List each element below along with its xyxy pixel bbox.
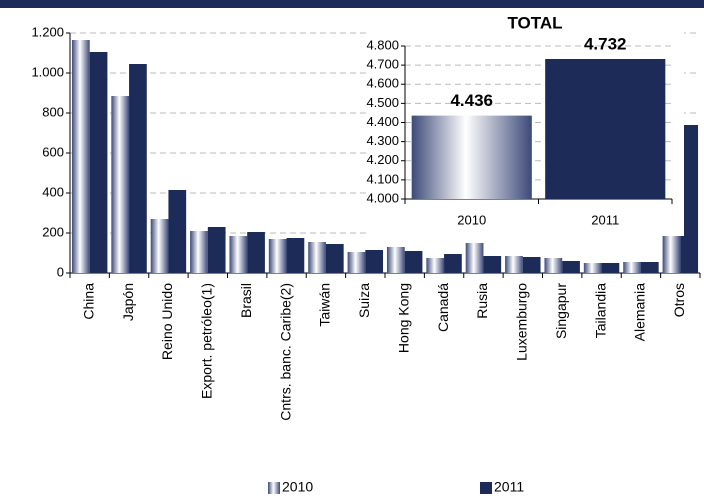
- y-tick-label: 4.600: [366, 76, 399, 91]
- bar: [483, 256, 502, 273]
- bar: [386, 247, 405, 273]
- bar: [623, 262, 641, 273]
- x-tick-label: Japón: [120, 283, 136, 321]
- bar: [426, 258, 445, 273]
- bar: [411, 115, 532, 199]
- bar: [545, 59, 666, 199]
- inset-title: TOTAL: [507, 13, 562, 32]
- bar: [347, 252, 366, 273]
- x-tick-label: Suiza: [356, 283, 372, 318]
- y-tick-label: 4.000: [366, 190, 399, 205]
- bar: [640, 262, 659, 273]
- x-tick-label: 2011: [591, 212, 619, 227]
- y-tick-label: 4.200: [366, 152, 399, 167]
- y-tick-label: 4.400: [366, 114, 399, 129]
- bar: [544, 258, 563, 273]
- x-tick-label: Hong Kong: [395, 283, 411, 353]
- bar: [71, 40, 90, 273]
- x-tick-label: China: [80, 283, 96, 320]
- x-tick-label: Export. petróleo(1): [199, 283, 215, 399]
- x-tick-label: Taiwán: [317, 283, 333, 327]
- value-label: 4.436: [450, 91, 493, 110]
- bar: [168, 190, 187, 273]
- x-tick-label: Otros: [671, 283, 687, 317]
- x-tick-label: Canadá: [435, 283, 451, 332]
- bar: [229, 236, 248, 273]
- bar: [268, 239, 287, 273]
- y-tick-label: 0: [57, 264, 64, 279]
- legend-label: 2010: [282, 479, 313, 495]
- y-tick-label: 1.200: [31, 24, 64, 39]
- y-tick-label: 4.800: [366, 37, 399, 52]
- y-tick-label: 4.300: [366, 133, 399, 148]
- legend-swatch: [480, 482, 492, 494]
- y-tick-label: 4.500: [366, 95, 399, 110]
- bar: [308, 242, 326, 273]
- x-tick-label: Alemania: [632, 283, 648, 342]
- bar: [207, 227, 226, 273]
- bar: [522, 257, 541, 273]
- x-tick-label: Rusia: [474, 283, 490, 319]
- y-tick-label: 1.000: [31, 64, 64, 79]
- x-tick-label: Cntrs. banc. Caribe(2): [277, 283, 293, 421]
- x-tick-label: 2010: [457, 212, 486, 227]
- x-tick-label: Singapur: [553, 283, 569, 339]
- bar: [190, 231, 208, 273]
- bar: [325, 244, 344, 273]
- value-label: 4.732: [584, 34, 627, 53]
- x-tick-label: Brasil: [238, 283, 254, 318]
- bar: [562, 261, 580, 273]
- header-strip: [0, 0, 704, 8]
- bar: [444, 254, 462, 273]
- legend-label: 2011: [494, 479, 524, 495]
- bar: [150, 219, 169, 273]
- y-tick-label: 4.700: [366, 57, 399, 72]
- bar: [365, 250, 384, 273]
- bar: [601, 263, 620, 273]
- bar: [404, 251, 423, 273]
- bar: [583, 263, 602, 273]
- bar: [111, 96, 130, 273]
- y-tick-label: 4.100: [366, 171, 399, 186]
- y-tick-label: 200: [42, 224, 64, 239]
- bar: [286, 238, 305, 273]
- x-tick-label: Tailandia: [592, 283, 608, 338]
- bar: [89, 52, 108, 273]
- bar: [129, 64, 147, 273]
- bar: [680, 125, 699, 273]
- x-tick-label: Luxemburgo: [514, 283, 530, 361]
- y-tick-label: 600: [42, 144, 64, 159]
- bar: [247, 232, 265, 273]
- y-tick-label: 800: [42, 104, 64, 119]
- legend-swatch: [268, 482, 280, 494]
- bar: [505, 256, 523, 273]
- bar: [465, 243, 484, 273]
- y-tick-label: 400: [42, 184, 64, 199]
- x-tick-label: Reino Unido: [159, 283, 175, 360]
